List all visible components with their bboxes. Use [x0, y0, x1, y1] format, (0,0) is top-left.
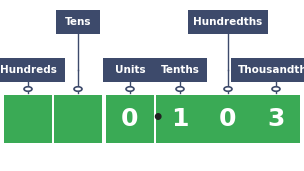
Text: Units: Units [115, 65, 145, 75]
FancyBboxPatch shape [204, 95, 252, 143]
Circle shape [126, 87, 134, 91]
Text: Thousandths: Thousandths [238, 65, 304, 75]
FancyBboxPatch shape [252, 95, 300, 143]
Circle shape [24, 87, 32, 91]
FancyBboxPatch shape [231, 58, 304, 82]
FancyBboxPatch shape [153, 58, 207, 82]
Text: 0: 0 [121, 107, 139, 131]
FancyBboxPatch shape [106, 95, 154, 143]
Circle shape [272, 87, 280, 91]
Circle shape [176, 87, 184, 91]
Text: 0: 0 [219, 107, 237, 131]
FancyBboxPatch shape [188, 10, 268, 34]
Text: 1: 1 [171, 107, 189, 131]
Text: Hundreds: Hundreds [0, 65, 57, 75]
FancyBboxPatch shape [0, 58, 65, 82]
Text: Tens: Tens [65, 17, 91, 27]
FancyBboxPatch shape [4, 95, 52, 143]
FancyBboxPatch shape [103, 58, 157, 82]
Text: Tenths: Tenths [161, 65, 199, 75]
FancyBboxPatch shape [56, 10, 100, 34]
FancyBboxPatch shape [54, 95, 102, 143]
Text: Hundredths: Hundredths [193, 17, 263, 27]
Circle shape [74, 87, 82, 91]
Text: •: • [151, 109, 163, 128]
Text: 3: 3 [267, 107, 285, 131]
Circle shape [224, 87, 232, 91]
FancyBboxPatch shape [156, 95, 204, 143]
